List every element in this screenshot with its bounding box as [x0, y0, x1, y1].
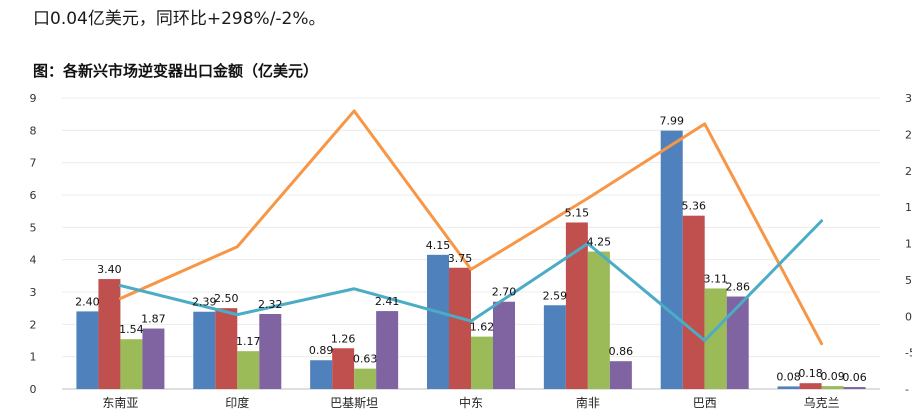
bar: [493, 301, 515, 389]
bar: [237, 351, 260, 389]
bar: [565, 222, 588, 389]
bar: [427, 254, 449, 389]
bar: [587, 251, 610, 389]
data-label: 1.26: [331, 332, 356, 345]
bar: [76, 311, 99, 389]
y2-tick-label: 1: [905, 238, 912, 251]
data-label: 1.87: [141, 313, 166, 326]
data-label: 2.70: [492, 286, 517, 299]
data-label: 5.15: [565, 206, 590, 219]
data-label: 2.86: [725, 281, 750, 294]
y2-tick-label: 5: [905, 274, 912, 287]
bar: [726, 296, 749, 389]
data-label: 2.39: [192, 296, 217, 309]
bar: [332, 348, 355, 389]
bar: [193, 311, 216, 389]
data-label: 1.17: [236, 335, 261, 348]
secondary-y-axis: 3 2 2 1 1 5 0 -5 -: [905, 92, 912, 396]
y2-tick-label: 1: [905, 201, 912, 214]
data-label: 2.41: [375, 295, 400, 308]
bar: [449, 267, 471, 389]
bar: [120, 339, 143, 389]
bar: [799, 383, 822, 389]
bar: [259, 313, 282, 389]
y-tick-label: 3: [30, 286, 37, 299]
y-tick-label: 1: [30, 351, 37, 364]
data-label: 5.36: [681, 200, 706, 213]
line-teal: [118, 219, 824, 342]
y2-tick-label: 0: [905, 310, 912, 323]
bar: [543, 305, 566, 389]
data-label: 4.15: [426, 239, 451, 252]
bar: [609, 361, 632, 389]
bar: [777, 386, 800, 389]
data-label: 0.08: [776, 370, 801, 383]
data-label: 2.59: [543, 289, 568, 302]
bar: [471, 336, 493, 389]
bar: [682, 215, 705, 389]
data-label: 3.40: [97, 263, 122, 276]
y-tick-label: 4: [30, 254, 37, 267]
data-label: 7.99: [659, 115, 684, 128]
y2-tick-label: 3: [905, 92, 912, 105]
data-label: 0.06: [842, 371, 867, 384]
x-axis: 东南亚 印度 巴基斯坦 中东 南非 巴西 乌克兰: [102, 395, 839, 410]
bar: [142, 328, 165, 389]
y2-tick-label: -5: [905, 347, 912, 360]
data-labels: 2.40 3.40 1.541.87 2.392.50 1.17 2.32 0.891.26…: [75, 115, 867, 384]
y-tick-label: 8: [30, 124, 37, 137]
x-tick-label: 乌克兰: [804, 395, 840, 410]
bar: [376, 311, 399, 389]
data-label: 3.11: [703, 272, 728, 285]
data-label: 0.89: [309, 344, 334, 357]
data-label: 2.50: [214, 292, 239, 305]
y-tick-label: 7: [30, 157, 37, 170]
data-label: 0.18: [798, 367, 823, 380]
x-tick-label: 巴西: [693, 396, 717, 410]
data-label: 2.40: [75, 295, 100, 308]
data-label: 4.25: [587, 236, 612, 249]
y2-tick-label: -: [905, 383, 909, 396]
y2-tick-label: 2: [905, 128, 912, 141]
bar: [215, 308, 238, 389]
y-tick-label: 2: [30, 318, 37, 331]
bar: [310, 360, 333, 389]
y2-tick-label: 2: [905, 165, 912, 178]
y-tick-label: 0: [30, 383, 37, 396]
bar: [821, 386, 844, 389]
x-tick-label: 东南亚: [102, 395, 138, 410]
x-tick-label: 中东: [459, 395, 483, 410]
bar: [704, 288, 727, 389]
intro-text: 口0.04亿美元，同环比+298%/-2%。: [33, 9, 326, 29]
bar: [843, 387, 866, 389]
bar: [98, 279, 121, 389]
bar: [354, 368, 377, 389]
data-label: 2.32: [258, 298, 283, 311]
data-label: 0.63: [353, 353, 378, 366]
data-label: 0.86: [609, 345, 634, 358]
x-tick-label: 南非: [576, 395, 600, 410]
y-tick-label: 5: [30, 221, 37, 234]
data-label: 3.75: [448, 252, 473, 265]
bars: [76, 130, 866, 389]
y-axis: 0 1 2 3 4 5 6 7 8 9: [30, 92, 37, 396]
data-label: 0.09: [820, 370, 845, 383]
y-tick-label: 9: [30, 92, 37, 105]
bar: [660, 130, 683, 389]
data-label: 1.62: [470, 321, 495, 334]
chart-title: 图：各新兴市场逆变器出口金额（亿美元）: [33, 62, 319, 80]
data-label: 1.54: [119, 323, 144, 336]
lines: [118, 109, 824, 346]
y-tick-label: 6: [30, 189, 37, 202]
x-tick-label: 印度: [225, 395, 249, 410]
x-tick-label: 巴基斯坦: [330, 396, 378, 410]
line-orange: [118, 109, 824, 346]
